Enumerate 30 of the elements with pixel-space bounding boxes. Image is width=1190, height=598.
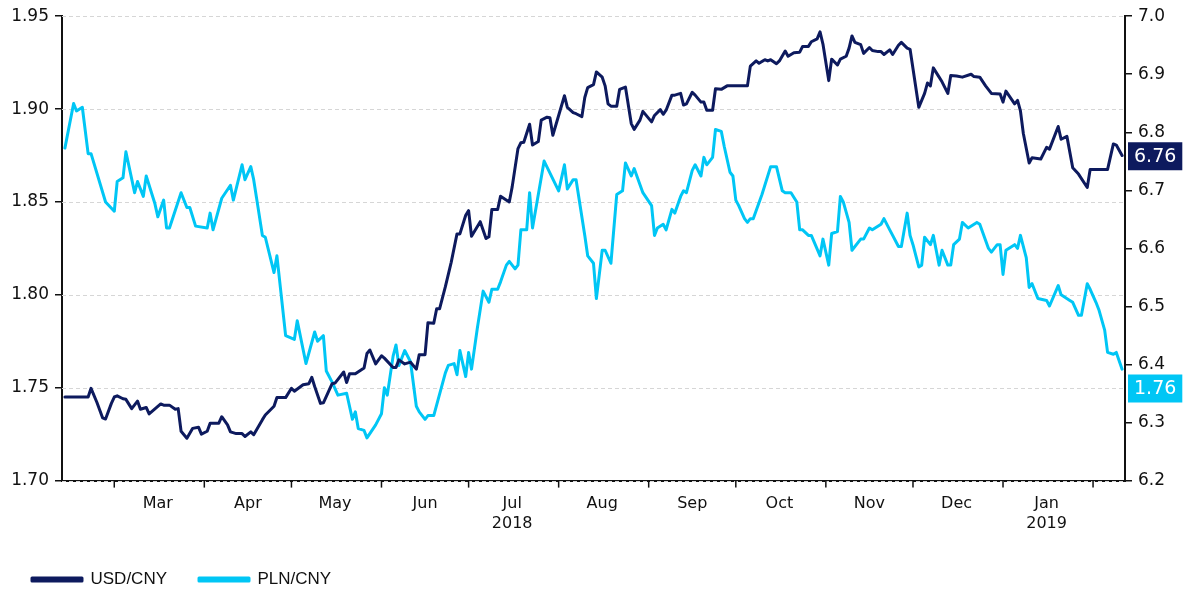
legend-label: USD/CNY — [90, 569, 168, 589]
y2-tick-label: 7.0 — [1138, 4, 1166, 25]
y2-tick-label: 6.8 — [1138, 120, 1166, 141]
x-tick-label: May — [318, 493, 352, 513]
x-tick-label: Jan 2019 — [1026, 493, 1067, 532]
y-tick-label: 1.95 — [11, 4, 49, 25]
x-tick-label: Sep — [677, 493, 708, 513]
x-tick-label: Dec — [941, 493, 973, 513]
y-tick-label: 1.75 — [11, 376, 49, 397]
y2-tick-label: 6.5 — [1138, 294, 1166, 315]
y-tick-label: 1.85 — [11, 190, 49, 211]
y2-tick-label: 6.9 — [1138, 62, 1166, 83]
x-tick-label: Nov — [853, 493, 886, 513]
x-tick-label: Oct — [765, 493, 794, 513]
x-tick-label: Jun — [411, 493, 438, 513]
y-tick-label: 1.70 — [11, 469, 49, 490]
x-tick-label: Aug — [586, 493, 618, 513]
y2-tick-label: 6.6 — [1138, 236, 1166, 257]
y2-tick-label: 6.7 — [1138, 178, 1166, 199]
legend-label: PLN/CNY — [257, 569, 332, 589]
data-label: 1.76 — [1134, 376, 1177, 399]
data-label: 6.76 — [1134, 144, 1177, 167]
x-tick-label: Jul 2018 — [491, 493, 533, 532]
y2-tick-label: 6.2 — [1138, 469, 1166, 490]
y2-tick-label: 6.4 — [1138, 352, 1166, 373]
x-tick-label: Mar — [142, 493, 174, 513]
y-tick-label: 1.90 — [11, 97, 49, 118]
x-tick-label: Apr — [234, 493, 263, 513]
y-tick-label: 1.80 — [11, 283, 49, 304]
y2-tick-label: 6.3 — [1138, 410, 1166, 431]
